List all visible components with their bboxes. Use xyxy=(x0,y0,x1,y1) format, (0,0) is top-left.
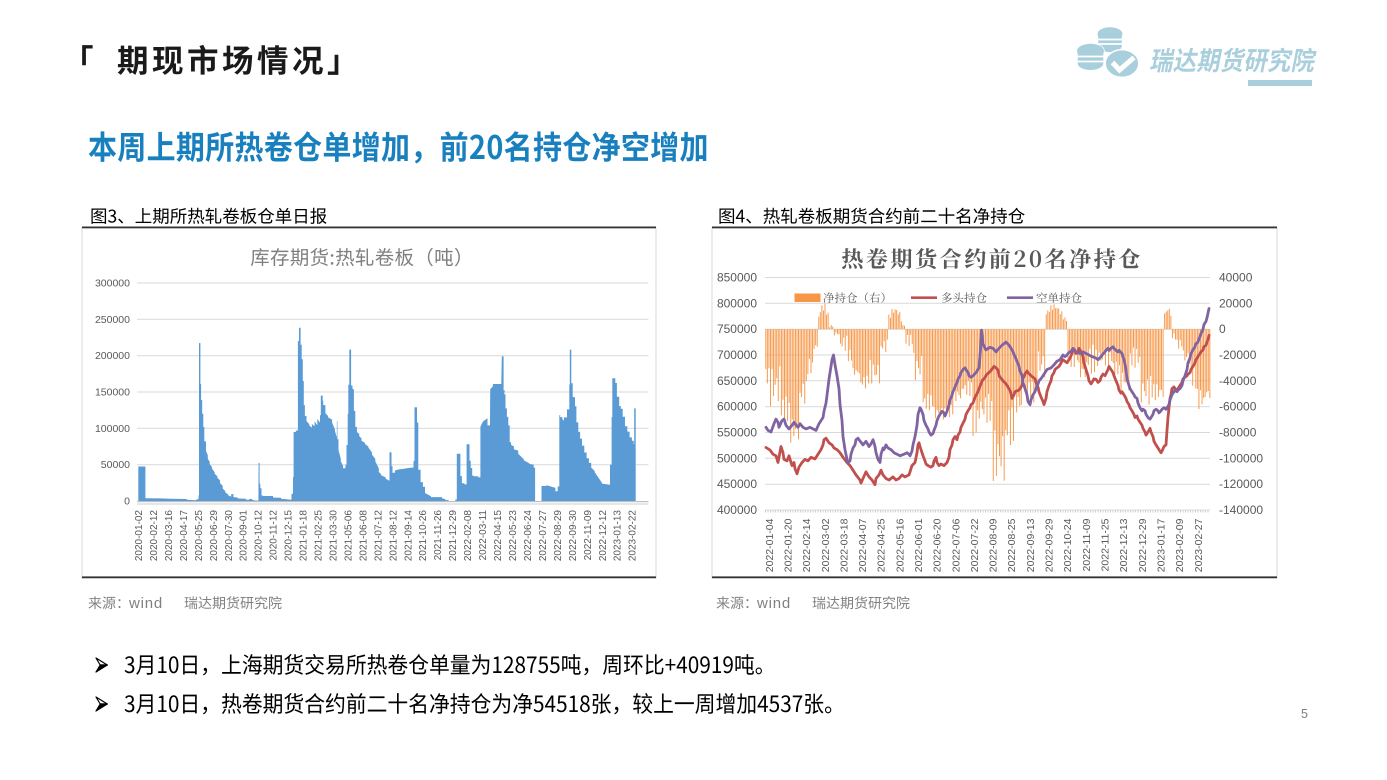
svg-text:250000: 250000 xyxy=(95,314,130,326)
svg-text:100000: 100000 xyxy=(95,423,130,435)
svg-text:300000: 300000 xyxy=(95,278,130,290)
svg-text:800000: 800000 xyxy=(717,296,757,310)
svg-text:2023-01-17: 2023-01-17 xyxy=(1156,518,1168,572)
svg-text:450000: 450000 xyxy=(717,477,757,491)
svg-text:2022-05-23: 2022-05-23 xyxy=(508,510,519,562)
svg-text:wind: wind xyxy=(128,595,163,612)
svg-text:2020-11-12: 2020-11-12 xyxy=(269,510,280,561)
svg-text:2022-01-04: 2022-01-04 xyxy=(764,518,776,572)
svg-text:-100000: -100000 xyxy=(1219,451,1263,465)
svg-text:2022-08-29: 2022-08-29 xyxy=(553,510,564,562)
svg-text:40000: 40000 xyxy=(1219,271,1253,285)
svg-text:650000: 650000 xyxy=(717,374,757,388)
svg-text:2021-12-29: 2021-12-29 xyxy=(448,510,459,562)
svg-text:2022-11-25: 2022-11-25 xyxy=(1100,518,1112,571)
svg-text:2022-03-18: 2022-03-18 xyxy=(838,518,850,572)
svg-text:2022-04-25: 2022-04-25 xyxy=(876,518,888,572)
svg-text:2022-12-29: 2022-12-29 xyxy=(1137,518,1149,572)
svg-text:2023-02-22: 2023-02-22 xyxy=(628,510,639,562)
svg-text:2022-06-20: 2022-06-20 xyxy=(932,518,944,572)
svg-text:2022-04-15: 2022-04-15 xyxy=(493,510,504,562)
svg-text:850000: 850000 xyxy=(717,271,757,285)
svg-text:2022-12-13: 2022-12-13 xyxy=(1118,518,1130,572)
svg-text:2022-03-02: 2022-03-02 xyxy=(820,518,832,572)
svg-text:2023-01-13: 2023-01-13 xyxy=(613,510,624,562)
svg-text:2020-07-30: 2020-07-30 xyxy=(224,510,235,562)
svg-text:-120000: -120000 xyxy=(1219,477,1263,491)
svg-text:0: 0 xyxy=(124,496,130,508)
svg-text:600000: 600000 xyxy=(717,400,757,414)
svg-text:150000: 150000 xyxy=(95,387,130,399)
svg-text:2020-10-12: 2020-10-12 xyxy=(254,510,265,562)
svg-text:2020-12-15: 2020-12-15 xyxy=(284,510,295,562)
svg-text:20000: 20000 xyxy=(1219,296,1253,310)
svg-text:wind: wind xyxy=(756,595,791,612)
svg-text:2021-11-26: 2021-11-26 xyxy=(433,510,444,561)
svg-text:-60000: -60000 xyxy=(1219,400,1257,414)
svg-text:2022-02-14: 2022-02-14 xyxy=(801,518,813,572)
svg-text:2021-02-25: 2021-02-25 xyxy=(314,510,325,562)
svg-text:2022-09-30: 2022-09-30 xyxy=(568,510,579,562)
svg-text:2020-01-02: 2020-01-02 xyxy=(134,510,145,562)
svg-text:700000: 700000 xyxy=(717,348,757,362)
svg-text:2021-01-18: 2021-01-18 xyxy=(299,510,310,562)
svg-text:400000: 400000 xyxy=(717,503,757,517)
svg-text:2022-07-27: 2022-07-27 xyxy=(538,510,549,562)
svg-text:500000: 500000 xyxy=(717,451,757,465)
svg-text:2020-09-01: 2020-09-01 xyxy=(239,510,250,562)
svg-text:2022-08-09: 2022-08-09 xyxy=(988,518,1000,572)
svg-text:2020-02-12: 2020-02-12 xyxy=(149,510,160,562)
svg-text:2022-05-16: 2022-05-16 xyxy=(894,518,906,572)
svg-text:2021-10-26: 2021-10-26 xyxy=(418,510,429,562)
svg-text:2023-02-09: 2023-02-09 xyxy=(1174,518,1186,572)
svg-text:2021-09-14: 2021-09-14 xyxy=(403,510,414,562)
svg-text:2021-06-08: 2021-06-08 xyxy=(358,510,369,562)
svg-text:2021-08-12: 2021-08-12 xyxy=(388,510,399,562)
svg-text:2022-03-11: 2022-03-11 xyxy=(478,510,489,561)
svg-text:2020-03-16: 2020-03-16 xyxy=(164,510,175,562)
svg-text:2022-07-22: 2022-07-22 xyxy=(969,518,981,572)
svg-text:-140000: -140000 xyxy=(1219,503,1263,517)
svg-text:2022-01-20: 2022-01-20 xyxy=(782,518,794,572)
svg-text:200000: 200000 xyxy=(95,350,130,362)
svg-text:2022-11-09: 2022-11-09 xyxy=(1081,518,1093,571)
svg-text:2022-04-07: 2022-04-07 xyxy=(857,518,869,572)
svg-text:-80000: -80000 xyxy=(1219,426,1257,440)
svg-text:750000: 750000 xyxy=(717,322,757,336)
svg-text:-20000: -20000 xyxy=(1219,348,1257,362)
svg-text:0: 0 xyxy=(1219,322,1226,336)
svg-text:2020-04-17: 2020-04-17 xyxy=(179,510,190,562)
svg-text:2022-09-29: 2022-09-29 xyxy=(1044,518,1056,572)
svg-text:50000: 50000 xyxy=(101,459,130,471)
svg-text:2020-05-25: 2020-05-25 xyxy=(194,510,205,562)
svg-text:-40000: -40000 xyxy=(1219,374,1257,388)
svg-text:2022-11-09: 2022-11-09 xyxy=(583,510,594,561)
svg-text:2021-03-30: 2021-03-30 xyxy=(329,510,340,562)
svg-text:2022-12-12: 2022-12-12 xyxy=(598,510,609,562)
svg-text:550000: 550000 xyxy=(717,426,757,440)
svg-text:2022-10-24: 2022-10-24 xyxy=(1062,518,1074,572)
svg-text:2021-05-06: 2021-05-06 xyxy=(343,510,354,562)
svg-text:2021-07-12: 2021-07-12 xyxy=(373,510,384,562)
svg-text:2020-06-29: 2020-06-29 xyxy=(209,510,220,562)
svg-text:2022-06-01: 2022-06-01 xyxy=(913,518,925,572)
svg-text:2022-02-08: 2022-02-08 xyxy=(463,510,474,562)
svg-text:2023-02-27: 2023-02-27 xyxy=(1193,518,1205,572)
svg-text:2022-06-24: 2022-06-24 xyxy=(523,510,534,562)
svg-text:2022-08-25: 2022-08-25 xyxy=(1006,518,1018,572)
svg-text:2022-07-06: 2022-07-06 xyxy=(950,518,962,572)
svg-text:2022-09-13: 2022-09-13 xyxy=(1025,518,1037,572)
svg-text:5: 5 xyxy=(1301,707,1308,721)
